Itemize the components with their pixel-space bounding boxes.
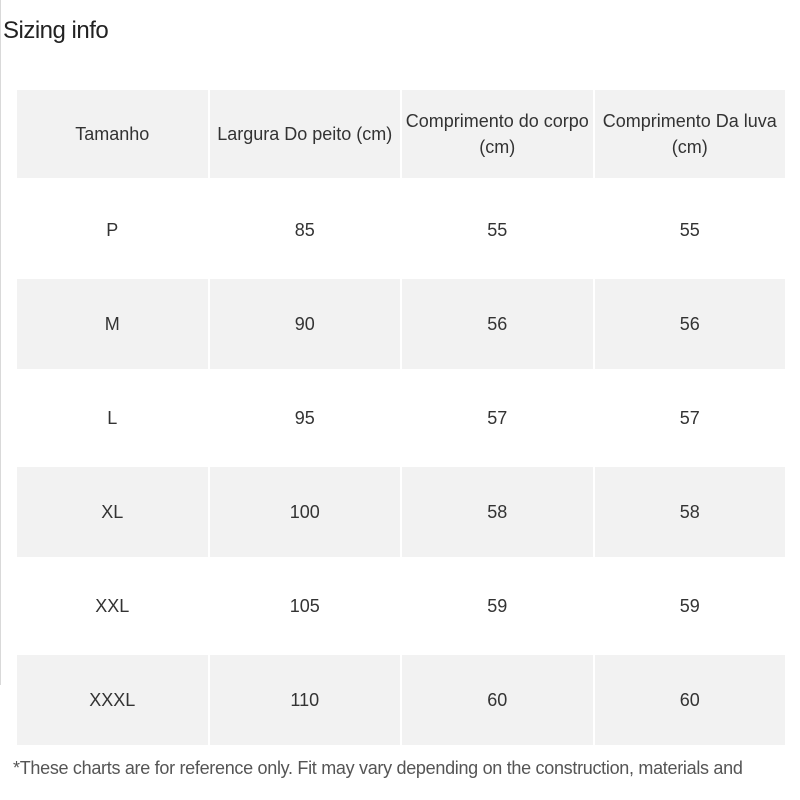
cell-chest-width: 90 <box>209 277 400 371</box>
cell-chest-width: 105 <box>209 559 400 653</box>
cell-chest-width: 95 <box>209 371 400 465</box>
cell-body-length: 60 <box>402 653 593 747</box>
cell-sleeve-length: 60 <box>594 653 785 747</box>
table-row: XXL 105 59 59 <box>17 559 785 653</box>
header-row: Tamanho Largura Do peito (cm) Compriment… <box>17 90 785 183</box>
size-table: Tamanho Largura Do peito (cm) Compriment… <box>15 90 787 747</box>
cell-body-length: 58 <box>402 465 593 559</box>
reference-footnote: *These charts are for reference only. Fi… <box>13 758 743 778</box>
cell-sleeve-length: 56 <box>594 277 785 371</box>
cell-sleeve-length: 59 <box>594 559 785 653</box>
cell-body-length: 59 <box>402 559 593 653</box>
cell-sleeve-length: 55 <box>594 183 785 277</box>
page-title: Sizing info <box>3 17 109 44</box>
cell-chest-width: 100 <box>209 465 400 559</box>
table-row: L 95 57 57 <box>17 371 785 465</box>
cell-body-length: 56 <box>402 277 593 371</box>
header-sleeve-length: Comprimento Da luva (cm) <box>594 90 785 183</box>
cell-sleeve-length: 57 <box>594 371 785 465</box>
cell-size: M <box>17 277 208 371</box>
cell-chest-width: 110 <box>209 653 400 747</box>
cell-size: XXL <box>17 559 208 653</box>
cell-size: L <box>17 371 208 465</box>
cell-chest-width: 85 <box>209 183 400 277</box>
table-row: M 90 56 56 <box>17 277 785 371</box>
table-header: Tamanho Largura Do peito (cm) Compriment… <box>17 90 785 183</box>
table-row: XXXL 110 60 60 <box>17 653 785 747</box>
left-border-divider <box>0 0 1 685</box>
header-chest-width: Largura Do peito (cm) <box>209 90 400 183</box>
table-row: XL 100 58 58 <box>17 465 785 559</box>
cell-sleeve-length: 58 <box>594 465 785 559</box>
cell-body-length: 55 <box>402 183 593 277</box>
cell-body-length: 57 <box>402 371 593 465</box>
header-body-length: Comprimento do corpo (cm) <box>402 90 593 183</box>
cell-size: XL <box>17 465 208 559</box>
header-size: Tamanho <box>17 90 208 183</box>
cell-size: P <box>17 183 208 277</box>
cell-size: XXXL <box>17 653 208 747</box>
table-row: P 85 55 55 <box>17 183 785 277</box>
table-body: P 85 55 55 M 90 56 56 L 95 57 57 XL 100 … <box>17 183 785 747</box>
